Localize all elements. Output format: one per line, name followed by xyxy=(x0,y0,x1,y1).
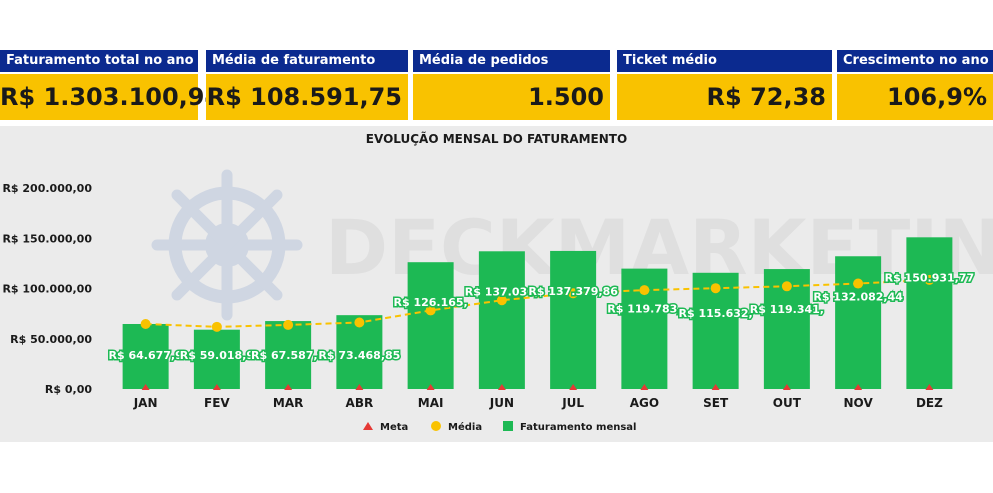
x-tick-label: OUT xyxy=(773,396,802,410)
data-label: R$ 132.082,44 xyxy=(813,290,903,303)
x-tick-label: ABR xyxy=(346,396,374,410)
plot-area: R$ 0,00 R$ 50.000,00 R$ 100.000,00 R$ 150.0… xyxy=(2,182,975,410)
x-tick-label: JUN xyxy=(489,396,514,410)
meta-point xyxy=(497,384,506,390)
bar xyxy=(906,237,953,389)
meta-point xyxy=(854,384,863,390)
x-tick-label: MAR xyxy=(273,396,303,410)
data-label: R$ 150.931,77 xyxy=(885,271,975,284)
x-tick-label: MAI xyxy=(418,396,444,410)
media-point xyxy=(354,317,365,328)
bar xyxy=(122,323,169,389)
media-point xyxy=(283,319,294,330)
ship-wheel-icon xyxy=(151,169,303,321)
media-point xyxy=(140,318,151,329)
media-point xyxy=(568,288,579,299)
media-point xyxy=(853,278,864,289)
meta-point xyxy=(284,384,293,390)
x-tick-label: JAN xyxy=(133,396,158,410)
media-point xyxy=(710,283,721,294)
kpi-value: R$ 72,38 xyxy=(617,74,832,120)
kpi-card: Média de pedidos 1.500 xyxy=(413,50,610,120)
chart-svg: DECKMARKETING R$ 0,00R$ 50.000,00R$ 100.… xyxy=(2,169,993,433)
media-point xyxy=(781,281,792,292)
kpi-value: 106,9% xyxy=(837,74,993,120)
meta-point xyxy=(925,384,934,390)
data-label: R$ 137.030, xyxy=(465,285,539,298)
media-point xyxy=(639,285,650,296)
data-label: R$ 126.165, xyxy=(394,296,468,309)
x-tick-label: JUL xyxy=(561,396,584,410)
x-tick-label: NOV xyxy=(844,396,874,410)
y-tick-label: R$ 200.000,00 xyxy=(2,182,92,195)
media-line xyxy=(145,278,930,328)
data-label: R$ 119.341, xyxy=(750,303,824,316)
bar xyxy=(478,251,525,389)
x-tick-label: DEZ xyxy=(916,396,943,410)
kpi-label: Faturamento total no ano xyxy=(0,50,198,72)
kpi-label: Média de faturamento xyxy=(206,50,408,72)
legend: Meta Média Faturamento mensal xyxy=(363,421,636,433)
data-label: R$ 115.632, xyxy=(679,307,753,320)
bar xyxy=(193,329,240,389)
kpi-label: Média de pedidos xyxy=(413,50,610,72)
media-point xyxy=(425,305,436,316)
meta-point xyxy=(355,384,364,390)
legend-marker-media xyxy=(431,421,441,431)
kpi-value: R$ 108.591,75 xyxy=(206,74,408,120)
data-label: R$ 67.587,8 xyxy=(251,349,325,362)
data-label: R$ 137.379,86 xyxy=(528,285,618,298)
y-tick-label: R$ 100.000,00 xyxy=(2,283,92,296)
kpi-label: Crescimento no ano xyxy=(837,50,993,72)
legend-label: Faturamento mensal xyxy=(520,422,636,433)
data-label: R$ 59.018,9 xyxy=(180,349,254,362)
kpi-card: Faturamento total no ano R$ 1.303.100,94 xyxy=(0,50,221,120)
legend-marker-faturamento xyxy=(503,421,513,431)
meta-point xyxy=(569,384,578,390)
kpi-card: Ticket médio R$ 72,38 xyxy=(617,50,832,120)
legend-label: Meta xyxy=(380,422,408,433)
bar xyxy=(407,262,454,389)
y-tick-label: R$ 50.000,00 xyxy=(10,333,92,346)
meta-point xyxy=(141,384,150,390)
kpi-value: 1.500 xyxy=(413,74,610,120)
y-tick-label: R$ 150.000,00 xyxy=(2,232,92,245)
kpi-row: Faturamento total no ano R$ 1.303.100,94… xyxy=(0,50,993,120)
media-point xyxy=(211,321,222,332)
media-point xyxy=(924,274,935,285)
kpi-card: Média de faturamento R$ 108.591,75 xyxy=(206,50,408,120)
meta-point xyxy=(711,384,720,390)
x-tick-label: FEV xyxy=(204,396,230,410)
x-tick-label: SET xyxy=(703,396,729,410)
bar xyxy=(835,256,882,389)
data-label: R$ 64.677,9 xyxy=(109,349,183,362)
data-label: R$ 73.468,85 xyxy=(318,349,400,362)
chart-title: EVOLUÇÃO MENSAL DO FATURAMENTO xyxy=(365,132,628,146)
meta-point xyxy=(782,384,791,390)
bar xyxy=(265,321,312,389)
legend-label: Média xyxy=(448,421,482,433)
bar xyxy=(550,250,597,389)
kpi-value: R$ 1.303.100,94 xyxy=(0,74,221,120)
meta-point xyxy=(426,384,435,390)
chart-panel: EVOLUÇÃO MENSAL DO FATURAMENTO DECKMARKE… xyxy=(0,126,993,442)
media-point xyxy=(496,295,507,306)
kpi-card: Crescimento no ano 106,9% xyxy=(837,50,993,120)
y-tick-label: R$ 0,00 xyxy=(45,383,92,396)
kpi-label: Ticket médio xyxy=(617,50,832,72)
meta-point xyxy=(640,384,649,390)
legend-marker-meta xyxy=(363,422,373,430)
meta-point xyxy=(212,384,221,390)
data-label: R$ 119.783, xyxy=(607,303,681,316)
x-tick-label: AGO xyxy=(630,396,659,410)
